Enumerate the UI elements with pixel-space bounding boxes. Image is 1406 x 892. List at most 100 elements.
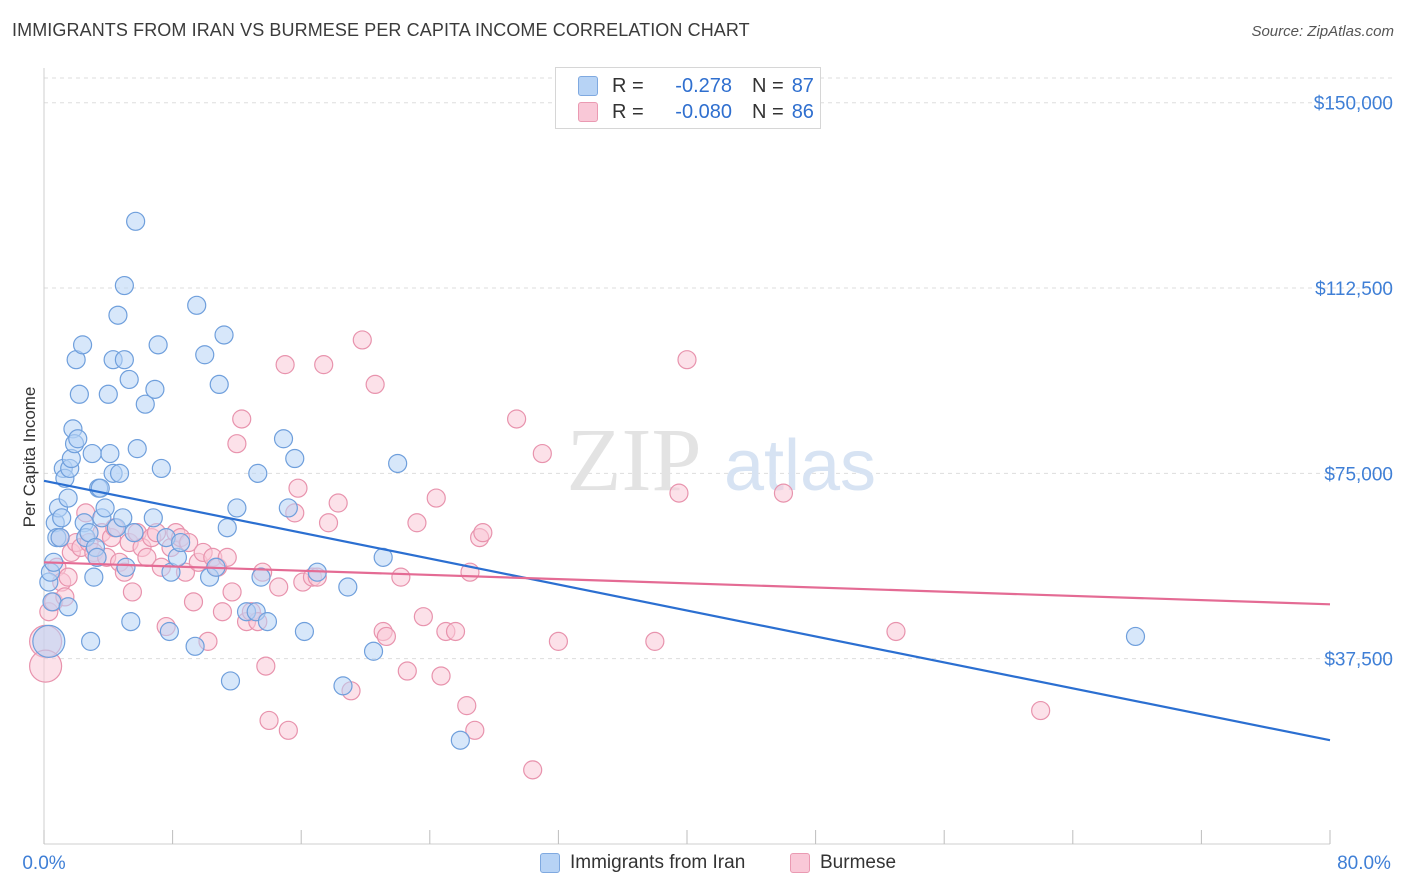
iran-point <box>50 527 70 548</box>
legend-label-burmese: Burmese <box>820 852 897 873</box>
y-tick-label: $150,000 <box>1314 94 1393 115</box>
iran-point <box>121 612 141 632</box>
iran-point <box>214 325 234 345</box>
burmese-point <box>314 355 334 375</box>
burmese-point <box>465 720 485 740</box>
y-tick-label: $112,500 <box>1315 279 1393 300</box>
r-label: R = <box>612 74 644 97</box>
iran-point <box>100 443 120 464</box>
iran-point <box>58 597 78 617</box>
legend-item-iran[interactable]: Immigrants from Iran <box>540 852 745 874</box>
iran-points <box>32 211 1146 750</box>
iran-point <box>217 518 237 538</box>
axes <box>43 68 1331 845</box>
r-value: -0.278 <box>675 74 732 97</box>
iran-point <box>114 350 134 370</box>
y-tick-label: $37,500 <box>1324 650 1393 671</box>
iran-point <box>135 394 155 414</box>
grid-lines <box>44 77 1394 660</box>
chart-title: IMMIGRANTS FROM IRAN VS BURMESE PER CAPI… <box>12 20 750 40</box>
iran-point <box>116 557 136 577</box>
legend-label-iran: Immigrants from Iran <box>570 852 746 873</box>
iran-point <box>187 295 207 315</box>
burmese-point <box>397 661 417 681</box>
n-label: N = <box>752 74 784 97</box>
burmese-point <box>445 621 466 642</box>
iran-point <box>450 730 470 750</box>
iran-point <box>72 335 93 355</box>
burmese-point <box>1031 700 1051 721</box>
iran-point <box>257 612 278 632</box>
iran-point <box>278 498 298 518</box>
iran-point <box>388 453 408 474</box>
iran-point <box>119 369 139 390</box>
iran-point <box>58 488 78 508</box>
iran-legend-swatch <box>540 853 560 873</box>
tick-labels: $37,500 $75,000 $112,500 $150,000 0.0% 80.0% <box>22 94 1393 874</box>
iran-point <box>294 621 315 642</box>
iran-point <box>98 384 118 404</box>
burmese-point <box>183 592 204 612</box>
series-legend: Immigrants from Iran Burmese <box>0 852 1406 878</box>
burmese-point <box>645 631 665 651</box>
burmese-point <box>413 607 433 627</box>
burmese-point <box>773 483 794 503</box>
burmese-point <box>352 330 372 350</box>
iran-point <box>127 439 147 459</box>
iran-trend-line <box>43 479 1331 742</box>
burmese-trend-line <box>43 561 1331 606</box>
iran-point <box>148 335 168 355</box>
burmese-point <box>222 582 242 602</box>
iran-point <box>52 508 72 528</box>
burmese-point <box>507 409 527 429</box>
iran-point <box>69 384 89 404</box>
y-tick-label: $75,000 <box>1324 464 1393 485</box>
iran-point <box>32 624 66 658</box>
burmese-point <box>677 350 697 370</box>
iran-point <box>145 379 165 399</box>
iran-point <box>95 498 115 518</box>
iran-point <box>114 275 134 296</box>
r-label: R = <box>612 100 644 123</box>
iran-point <box>124 523 144 543</box>
iran-point <box>248 463 268 483</box>
iran-point <box>363 641 384 661</box>
legend-row-burmese: R = -0.080 N = 86 <box>578 100 814 124</box>
burmese-point <box>288 478 308 498</box>
x-tick-label-max: 80.0% <box>1337 853 1391 874</box>
burmese-point <box>259 710 279 731</box>
n-label: N = <box>752 100 784 123</box>
n-value: 87 <box>791 74 814 97</box>
burmese-point <box>431 666 451 686</box>
iran-point <box>159 621 179 642</box>
legend-item-burmese[interactable]: Burmese <box>790 852 896 874</box>
iran-point <box>143 508 163 528</box>
burmese-point <box>365 374 385 394</box>
burmese-point <box>532 443 552 464</box>
burmese-point <box>669 483 689 503</box>
burmese-point <box>278 720 298 740</box>
burmese-point <box>318 513 339 533</box>
burmese-point <box>426 488 446 508</box>
legend-row-iran: R = -0.278 N = 87 <box>578 74 814 98</box>
watermark-atlas: atlas <box>724 426 876 506</box>
iran-point <box>108 305 128 325</box>
iran-point <box>285 448 305 469</box>
iran-point <box>251 567 271 587</box>
source-label: Source: ZipAtlas.com <box>1251 23 1394 40</box>
burmese-point <box>407 513 427 533</box>
iran-point <box>109 463 130 483</box>
iran-point <box>338 577 358 597</box>
burmese-point <box>256 656 276 676</box>
iran-point <box>1125 626 1146 647</box>
iran-point <box>151 458 171 479</box>
burmese-point <box>212 602 233 622</box>
burmese-point <box>328 493 348 513</box>
iran-point <box>227 498 247 518</box>
x-tick-label-min: 0.0% <box>22 853 65 874</box>
burmese-point <box>232 409 252 429</box>
burmese-point <box>58 567 78 587</box>
iran-swatch <box>578 76 598 96</box>
iran-point <box>81 631 101 651</box>
